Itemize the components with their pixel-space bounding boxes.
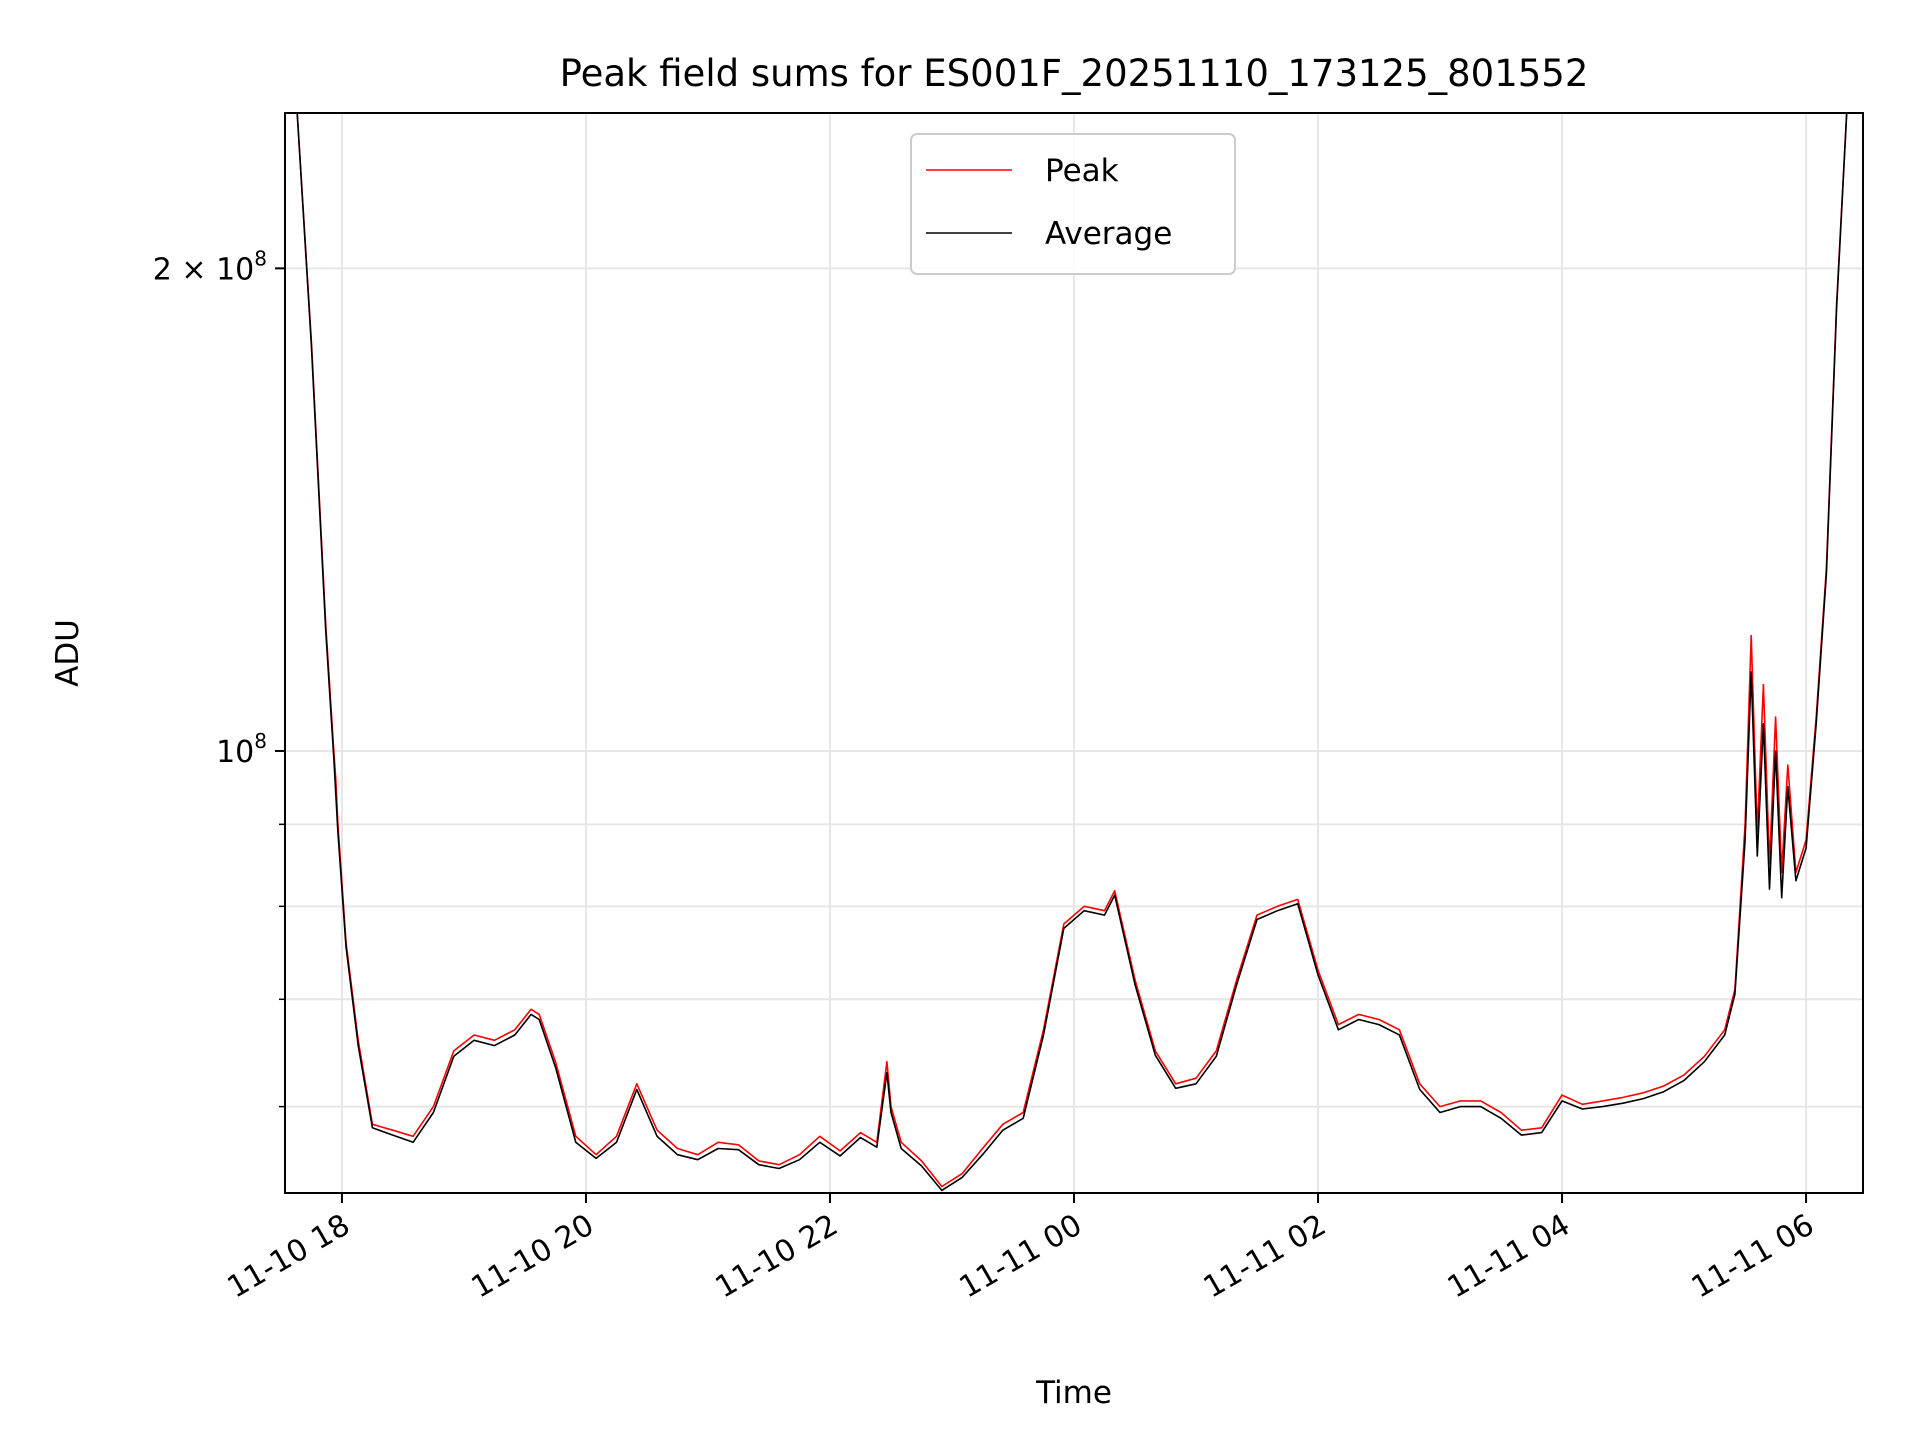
x-axis-ticks: 11-10 18 11-10 20 11-10 22 11-11 00 11-11 02…: [222, 1193, 1820, 1305]
x-tick-label: 11-11 06: [1686, 1208, 1820, 1306]
series-line-peak: [296, 113, 1848, 1188]
x-axis-label: Time: [1035, 1375, 1112, 1411]
y-axis-ticks: 108 2 × 108: [153, 246, 285, 1108]
y-tick-exponent: 8: [254, 246, 267, 270]
x-tick-label: 11-11 02: [1198, 1208, 1332, 1306]
x-tick-label: 11-11 04: [1442, 1208, 1576, 1306]
series-lines: [296, 113, 1848, 1192]
x-tick-label: 11-10 20: [466, 1208, 600, 1306]
legend-box: [910, 133, 1236, 275]
legend: Peak Average: [910, 133, 1236, 275]
series-line-average: [296, 113, 1848, 1192]
chart-title: Peak field sums for ES001F_20251110_1731…: [560, 52, 1589, 95]
legend-label-peak: Peak: [1045, 153, 1119, 189]
x-tick-label: 11-10 22: [710, 1208, 844, 1306]
legend-label-average: Average: [1045, 216, 1172, 252]
y-tick-label: 2 × 108: [153, 246, 267, 287]
y-axis-label: ADU: [50, 619, 86, 687]
y-tick-exponent: 8: [254, 729, 267, 753]
x-tick-label: 11-10 18: [222, 1208, 356, 1306]
x-tick-label: 11-11 00: [954, 1208, 1088, 1306]
y-tick-label: 108: [216, 729, 267, 770]
